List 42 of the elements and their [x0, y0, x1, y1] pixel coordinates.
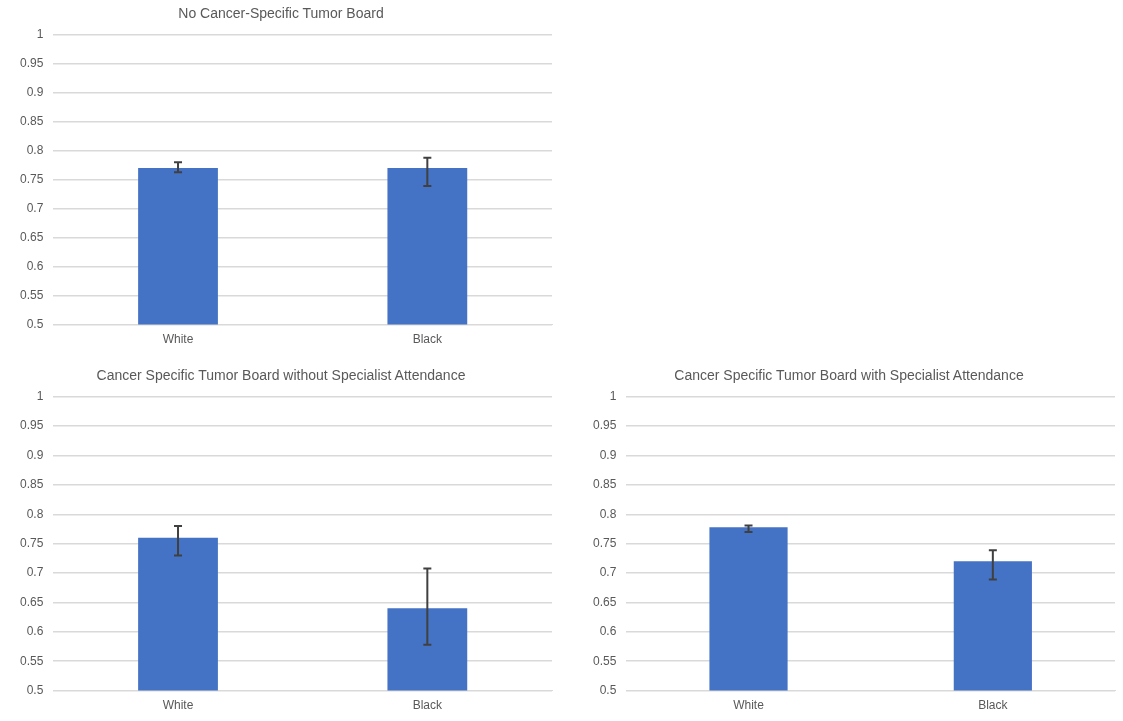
- y-tick-label: 0.65: [20, 594, 44, 609]
- y-tick-label: 0.55: [20, 287, 44, 302]
- y-tick-label: 0.9: [26, 447, 44, 462]
- y-tick-label: 0.75: [20, 172, 44, 187]
- x-tick-label: Black: [978, 698, 1009, 713]
- y-tick-label: 0.85: [20, 477, 44, 492]
- y-tick-label: 1: [36, 389, 44, 404]
- x-tick-label: Black: [412, 698, 444, 713]
- y-tick-label: 0.8: [26, 506, 44, 521]
- y-tick-label: 0.8: [26, 143, 44, 158]
- y-tick-label: 0.5: [599, 682, 617, 697]
- y-tick-label: 0.8: [599, 506, 617, 521]
- chart-title: No Cancer-Specific Tumor Board: [178, 5, 384, 22]
- y-tick-label: 0.7: [26, 200, 44, 215]
- y-tick-label: 0.55: [20, 653, 44, 668]
- y-tick-label: 0.6: [26, 624, 44, 639]
- y-tick-label: 0.7: [599, 565, 617, 580]
- y-tick-label: 1: [609, 389, 617, 404]
- y-tick-label: 0.5: [26, 682, 44, 697]
- x-tick-label: White: [162, 698, 194, 713]
- chart-title: Cancer Specific Tumor Board with Specialist Attendance: [674, 367, 1024, 384]
- x-tick-label: Black: [412, 332, 444, 347]
- y-tick-label: 0.95: [593, 418, 617, 433]
- y-tick-label: 1: [36, 27, 44, 42]
- y-tick-label: 0.95: [20, 418, 44, 433]
- y-tick-label: 0.65: [593, 594, 617, 609]
- y-tick-label: 0.85: [20, 114, 44, 129]
- y-tick-label: 0.55: [593, 653, 617, 668]
- y-tick-label: 0.95: [20, 56, 44, 71]
- y-tick-label: 0.9: [599, 447, 617, 462]
- y-tick-label: 0.6: [599, 624, 617, 639]
- y-tick-label: 0.85: [593, 477, 617, 492]
- y-tick-label: 0.75: [593, 536, 617, 551]
- y-tick-label: 0.9: [26, 85, 44, 100]
- y-tick-label: 0.65: [20, 229, 44, 244]
- y-tick-label: 0.6: [26, 258, 44, 273]
- x-tick-label: White: [733, 698, 765, 713]
- y-tick-label: 0.5: [26, 316, 44, 331]
- chart-title: Cancer Specific Tumor Board without Specialist Attendance: [96, 367, 466, 384]
- y-tick-label: 0.7: [26, 565, 44, 580]
- y-tick-label: 0.75: [20, 536, 44, 551]
- x-tick-label: White: [162, 332, 194, 347]
